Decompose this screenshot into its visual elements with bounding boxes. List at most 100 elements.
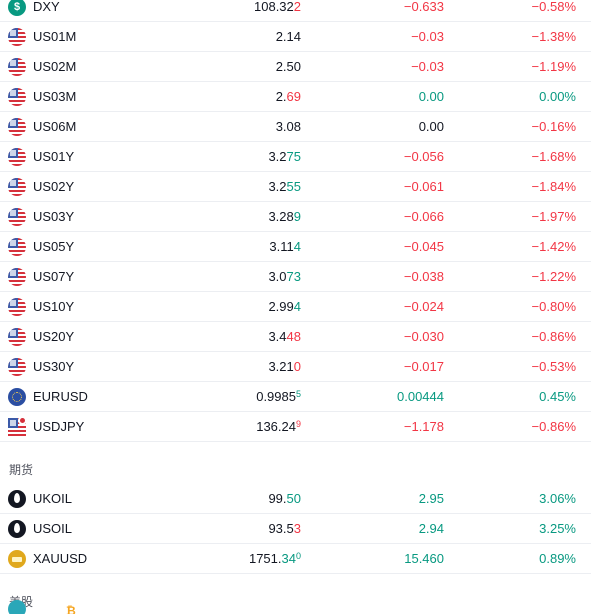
change-percent: −0.58% xyxy=(531,0,576,14)
change-percent: −0.86% xyxy=(531,419,576,434)
watchlist-row[interactable]: US05Y 3.114 −0.045 −1.42% xyxy=(0,232,591,262)
symbol-label: US01M xyxy=(33,29,77,44)
watchlist-group-futures: UKOIL 99.50 2.95 3.06% USOIL 93.53 2.94 3.25% XA… xyxy=(0,484,591,574)
last-price-main: 2.99 xyxy=(268,299,294,314)
last-price-fractional-digit: 5 xyxy=(295,389,301,399)
change-value: −0.017 xyxy=(403,359,444,374)
last-price-fractional-digit: 0 xyxy=(295,551,301,561)
last-price-main: 3.11 xyxy=(269,239,294,254)
us-flag-icon xyxy=(8,298,26,316)
symbol-label: US06M xyxy=(33,119,77,134)
change-value: −0.633 xyxy=(403,0,444,14)
last-price-changed-digits: 73 xyxy=(286,269,301,284)
us-flag-icon xyxy=(8,328,26,346)
watchlist-row[interactable]: US01Y 3.275 −0.056 −1.68% xyxy=(0,142,591,172)
us-flag-icon xyxy=(8,58,26,76)
last-price-main: 136.24 xyxy=(256,419,296,434)
change-percent: −1.19% xyxy=(531,59,576,74)
change-value: −0.056 xyxy=(403,149,444,164)
last-price-changed-digits: 9 xyxy=(293,209,301,224)
watchlist-row[interactable]: US30Y 3.210 −0.017 −0.53% xyxy=(0,352,591,382)
last-price-main: 99. xyxy=(268,491,287,506)
last-price-main: 3.2 xyxy=(268,179,287,194)
change-value: 2.95 xyxy=(418,491,444,506)
symbol-label: USDJPY xyxy=(33,419,85,434)
last-price: 1751.340 xyxy=(249,544,301,574)
symbol-label: US03M xyxy=(33,89,77,104)
change-value: 0.00444 xyxy=(397,389,444,404)
watchlist-group-indices: $ DXY 108.322 −0.633 −0.58% US01M 2.14 −0.03 −1.… xyxy=(0,0,591,442)
section-header-futures[interactable]: 期货 xyxy=(0,442,591,484)
symbol-label: DXY xyxy=(33,0,60,14)
change-value: 0.00 xyxy=(418,119,444,134)
last-price: 3.08 xyxy=(276,112,301,142)
last-price-changed-digits: 75 xyxy=(286,149,301,164)
oil-drop-icon xyxy=(8,490,26,508)
last-price-main: 3.4 xyxy=(268,329,287,344)
change-percent: 0.00% xyxy=(539,89,576,104)
watchlist-row[interactable]: USDJPY 136.249 −1.178 −0.86% xyxy=(0,412,591,442)
last-price-main: 3.0 xyxy=(268,269,287,284)
change-percent: −1.97% xyxy=(531,209,576,224)
change-percent: −0.80% xyxy=(531,299,576,314)
watchlist-row[interactable]: US03Y 3.289 −0.066 −1.97% xyxy=(0,202,591,232)
symbol-label: US07Y xyxy=(33,269,75,284)
change-value: −0.045 xyxy=(403,239,444,254)
watchlist-row[interactable]: USOIL 93.53 2.94 3.25% xyxy=(0,514,591,544)
symbol-label: US02Y xyxy=(33,179,75,194)
symbol-label: EURUSD xyxy=(33,389,88,404)
last-price-main: 3.28 xyxy=(268,209,294,224)
bitcoin-icon: ₿ xyxy=(66,604,76,614)
watchlist-row[interactable]: US02M 2.50 −0.03 −1.19% xyxy=(0,52,591,82)
last-price-main: 2. xyxy=(275,89,287,104)
watchlist-row[interactable]: $ DXY 108.322 −0.633 −0.58% xyxy=(0,0,591,22)
watchlist-row[interactable]: EURUSD 0.99855 0.00444 0.45% xyxy=(0,382,591,412)
symbol-label: US05Y xyxy=(33,239,75,254)
watchlist-row[interactable]: US03M 2.69 0.00 0.00% xyxy=(0,82,591,112)
last-price-changed-digits: 34 xyxy=(281,551,296,566)
us-flag-icon xyxy=(8,88,26,106)
us-flag-icon xyxy=(8,268,26,286)
last-price-changed-digits: 69 xyxy=(286,89,301,104)
change-percent: −1.68% xyxy=(531,149,576,164)
section-header-us-stocks[interactable]: 美股 xyxy=(0,574,591,614)
watchlist-row[interactable]: US06M 3.08 0.00 −0.16% xyxy=(0,112,591,142)
watchlist-row[interactable]: US10Y 2.994 −0.024 −0.80% xyxy=(0,292,591,322)
last-price-changed-digits: 4 xyxy=(293,299,301,314)
change-percent: −0.86% xyxy=(531,329,576,344)
change-percent: −1.42% xyxy=(531,239,576,254)
last-price-main: 3.2 xyxy=(268,149,287,164)
watchlist-row[interactable]: UKOIL 99.50 2.95 3.06% xyxy=(0,484,591,514)
change-value: −0.038 xyxy=(403,269,444,284)
watchlist-row[interactable]: US02Y 3.255 −0.061 −1.84% xyxy=(0,172,591,202)
last-price: 2.69 xyxy=(276,82,301,112)
us-flag-icon xyxy=(8,28,26,46)
change-value: 0.00 xyxy=(418,89,444,104)
symbol-label: USOIL xyxy=(33,521,73,536)
change-value: −0.066 xyxy=(403,209,444,224)
last-price-main: 93.5 xyxy=(268,521,294,536)
change-value: −0.024 xyxy=(403,299,444,314)
watchlist-row[interactable]: XAUUSD 1751.340 15.460 0.89% xyxy=(0,544,591,574)
last-price-changed-digits: 48 xyxy=(286,329,301,344)
change-percent: 3.06% xyxy=(539,491,576,506)
section-title: 期货 xyxy=(9,463,34,477)
last-price: 3.289 xyxy=(268,202,301,232)
symbol-label: US20Y xyxy=(33,329,75,344)
watchlist-row[interactable]: US20Y 3.448 −0.030 −0.86% xyxy=(0,322,591,352)
gold-bar-icon xyxy=(8,550,26,568)
change-value: 15.460 xyxy=(404,551,444,566)
last-price: 3.255 xyxy=(268,172,301,202)
watchlist-row[interactable]: US01M 2.14 −0.03 −1.38% xyxy=(0,22,591,52)
us-flag-icon xyxy=(8,148,26,166)
watchlist-row[interactable]: US07Y 3.073 −0.038 −1.22% xyxy=(0,262,591,292)
eu-flag-icon xyxy=(8,388,26,406)
last-price: 2.994 xyxy=(268,292,301,322)
change-value: −0.03 xyxy=(411,59,444,74)
us-flag-icon xyxy=(8,208,26,226)
change-percent: −0.53% xyxy=(531,359,576,374)
last-price: 3.073 xyxy=(268,262,301,292)
last-price-main: 2.50 xyxy=(275,59,301,74)
symbol-label: UKOIL xyxy=(33,491,73,506)
